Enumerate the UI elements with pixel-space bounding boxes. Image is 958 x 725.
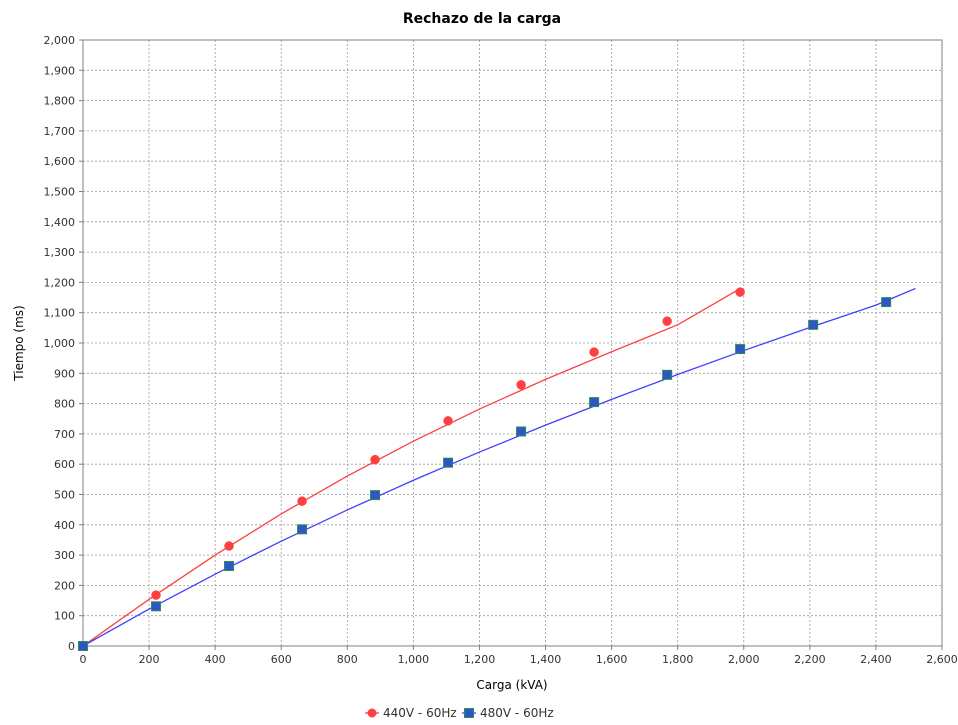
y-axis-label: Tiempo (ms) — [12, 305, 26, 381]
grid — [83, 40, 942, 646]
series-0-point-6 — [516, 380, 526, 390]
x-axis-label: Carga (kVA) — [476, 678, 547, 692]
x-tick-label: 1,400 — [530, 653, 562, 666]
y-tick-label: 800 — [54, 398, 75, 411]
series-1-point-1 — [151, 601, 162, 612]
series-1-point-3 — [297, 524, 308, 535]
x-tick-label: 0 — [80, 653, 87, 666]
y-tick-label: 0 — [68, 640, 75, 653]
x-tick-label: 400 — [205, 653, 226, 666]
x-tick-label: 1,000 — [398, 653, 430, 666]
series-0-point-9 — [735, 287, 745, 297]
series-1-fit-line — [82, 287, 916, 647]
y-tick-label: 1,600 — [44, 155, 76, 168]
y-tick-label: 2,000 — [44, 34, 76, 47]
x-tick-label: 1,200 — [464, 653, 496, 666]
y-tick-label: 1,900 — [44, 64, 76, 77]
series-1-point-7 — [589, 397, 600, 408]
y-tick-label: 1,800 — [44, 95, 76, 108]
y-tick-label: 900 — [54, 367, 75, 380]
series-1-point-2 — [224, 561, 235, 572]
series-1-point-11 — [881, 297, 892, 308]
y-tick-label: 1,300 — [44, 246, 76, 259]
y-tick-label: 100 — [54, 610, 75, 623]
y-tick-label: 300 — [54, 549, 75, 562]
series-1-point-4 — [370, 490, 381, 501]
x-tick-label: 2,000 — [728, 653, 760, 666]
series-1-point-10 — [808, 319, 819, 330]
y-tick-label: 1,000 — [44, 337, 76, 350]
series-0-point-3 — [297, 496, 307, 506]
y-tick-label: 600 — [54, 458, 75, 471]
legend: 440V - 60Hz 480V - 60Hz — [365, 706, 554, 720]
y-tick-label: 1,200 — [44, 276, 76, 289]
series-1-point-5 — [443, 457, 454, 468]
legend-marker-1 — [464, 708, 474, 718]
series-1-point-0 — [78, 641, 88, 651]
legend-label-1: 480V - 60Hz — [480, 706, 554, 720]
series-1-point-8 — [662, 369, 673, 380]
y-tick-label: 200 — [54, 579, 75, 592]
legend-marker-0 — [367, 708, 377, 718]
y-tick-label: 700 — [54, 428, 75, 441]
x-tick-label: 1,600 — [596, 653, 628, 666]
y-tick-label: 1,100 — [44, 307, 76, 320]
x-tick-label: 2,200 — [794, 653, 826, 666]
y-tick-label: 500 — [54, 489, 75, 502]
tick-labels: 0 200 400 600 800 1,000 1,200 1,400 1,600 1,800 2,… — [44, 34, 958, 666]
series-0-point-5 — [443, 416, 453, 426]
y-tick-label: 1,400 — [44, 216, 76, 229]
y-tick-label: 1,700 — [44, 125, 76, 138]
legend-label-0: 440V - 60Hz — [383, 706, 457, 720]
x-tick-label: 600 — [271, 653, 292, 666]
x-tick-label: 2,600 — [926, 653, 958, 666]
chart-title: Rechazo de la carga — [403, 11, 561, 27]
series-0-fit-line — [82, 287, 741, 647]
y-tick-label: 1,500 — [44, 186, 76, 199]
x-tick-label: 2,400 — [860, 653, 892, 666]
series-0-point-8 — [662, 316, 672, 326]
series-0-point-2 — [224, 541, 234, 551]
series-layer — [78, 287, 916, 651]
series-1-point-9 — [735, 344, 746, 355]
series-0-point-1 — [151, 590, 161, 600]
series-1-point-6 — [516, 426, 527, 437]
x-tick-label: 200 — [139, 653, 160, 666]
series-0-point-7 — [589, 347, 599, 357]
x-tick-label: 1,800 — [662, 653, 694, 666]
x-tick-label: 800 — [337, 653, 358, 666]
series-0-point-4 — [370, 454, 380, 465]
y-tick-label: 400 — [54, 519, 75, 532]
